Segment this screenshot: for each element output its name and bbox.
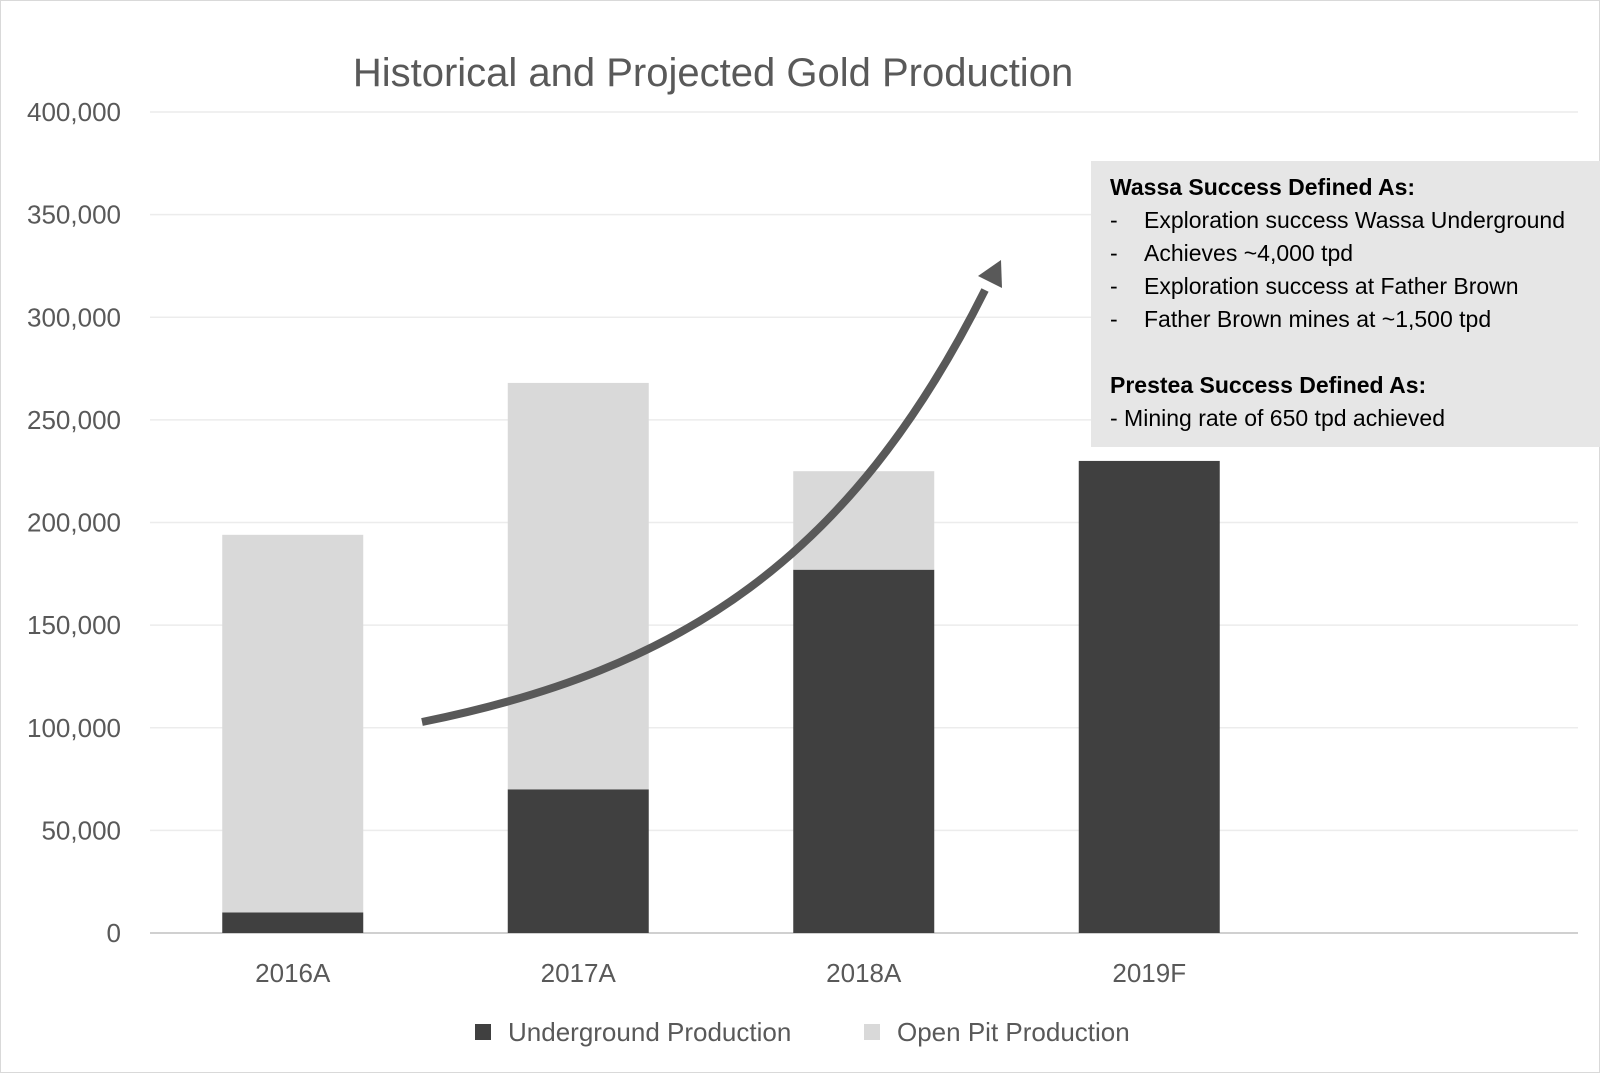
y-tick-label: 200,000 bbox=[27, 508, 121, 538]
x-axis-labels: 2016A 2017A 2018A 2019F bbox=[255, 958, 1186, 988]
wassa-item: - Father Brown mines at ~1,500 tpd bbox=[1110, 303, 1600, 336]
wassa-heading: Wassa Success Defined As: bbox=[1110, 174, 1416, 200]
bar-underground-production bbox=[793, 569, 935, 933]
bullet-dash: - bbox=[1110, 273, 1118, 299]
x-tick-label: 2017A bbox=[541, 958, 617, 988]
bar-underground-production bbox=[1078, 460, 1220, 933]
y-tick-label: 400,000 bbox=[27, 97, 121, 127]
legend: Underground Production Open Pit Productio… bbox=[475, 1017, 1130, 1047]
legend-label: Underground Production bbox=[508, 1017, 791, 1047]
wassa-item-text: Father Brown mines at ~1,500 tpd bbox=[1144, 306, 1492, 332]
spacer bbox=[1110, 336, 1600, 369]
legend-swatch bbox=[864, 1024, 880, 1040]
bar-underground-production bbox=[222, 912, 364, 933]
wassa-item: - Achieves ~4,000 tpd bbox=[1110, 237, 1600, 270]
bar-open-pit-production bbox=[793, 471, 935, 570]
bar-open-pit-production bbox=[507, 382, 649, 790]
bar-open-pit-production bbox=[222, 534, 364, 913]
y-axis-labels: 0 50,000 100,000 150,000 200,000 250,000 300,0… bbox=[27, 97, 121, 948]
wassa-item-text: Exploration success Wassa Underground bbox=[1144, 207, 1566, 233]
bullet-dash: - bbox=[1110, 306, 1118, 332]
y-tick-label: 350,000 bbox=[27, 200, 121, 230]
x-tick-label: 2016A bbox=[255, 958, 331, 988]
y-tick-label: 150,000 bbox=[27, 610, 121, 640]
y-tick-label: 0 bbox=[107, 918, 121, 948]
bar-underground-production bbox=[507, 789, 649, 933]
annotation-box: Wassa Success Defined As: - Exploration … bbox=[1091, 161, 1600, 447]
prestea-heading: Prestea Success Defined As: bbox=[1110, 372, 1427, 398]
legend-swatch bbox=[475, 1024, 491, 1040]
growth-arrow-shaft bbox=[421, 288, 989, 726]
wassa-item: - Exploration success Wassa Underground bbox=[1110, 204, 1600, 237]
wassa-item-text: Exploration success at Father Brown bbox=[1144, 273, 1519, 299]
bullet-dash: - bbox=[1110, 207, 1118, 233]
chart-title: Historical and Projected Gold Production bbox=[353, 51, 1073, 95]
wassa-item: - Exploration success at Father Brown bbox=[1110, 270, 1600, 303]
bars bbox=[222, 382, 1220, 933]
wassa-item-text: Achieves ~4,000 tpd bbox=[1144, 240, 1354, 266]
legend-label: Open Pit Production bbox=[897, 1017, 1130, 1047]
y-tick-label: 100,000 bbox=[27, 713, 121, 743]
x-tick-label: 2019F bbox=[1112, 958, 1186, 988]
y-tick-label: 50,000 bbox=[41, 815, 121, 845]
prestea-item: - Mining rate of 650 tpd achieved bbox=[1110, 405, 1445, 431]
bullet-dash: - bbox=[1110, 240, 1118, 266]
growth-arrow-head bbox=[978, 260, 1002, 288]
y-tick-label: 250,000 bbox=[27, 405, 121, 435]
growth-arrow bbox=[421, 260, 1002, 726]
y-tick-label: 300,000 bbox=[27, 302, 121, 332]
x-tick-label: 2018A bbox=[826, 958, 902, 988]
